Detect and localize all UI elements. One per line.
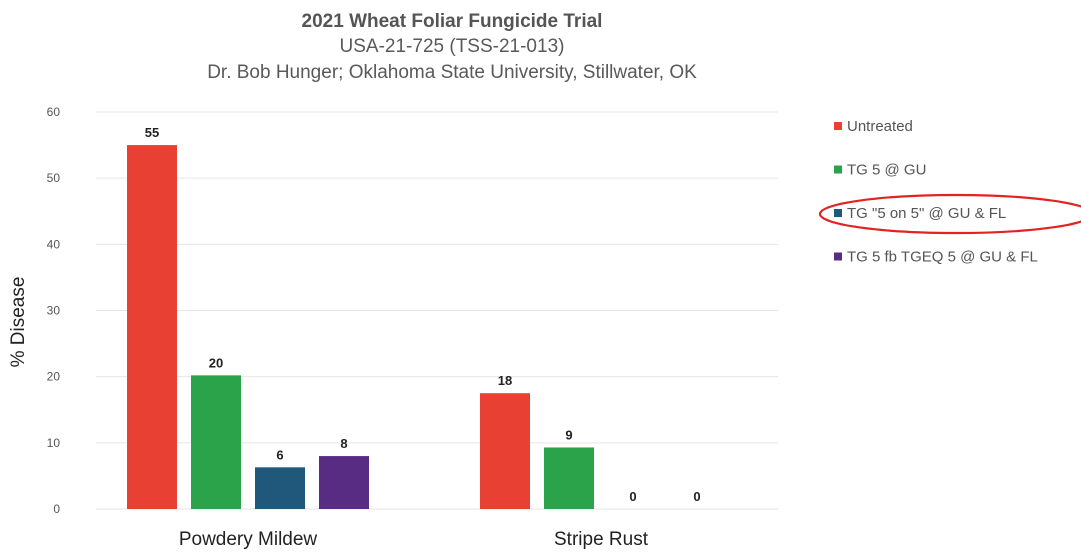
data-label: 6	[276, 447, 283, 462]
y-axis-label: % Disease	[8, 277, 29, 368]
data-label: 20	[209, 355, 223, 370]
chart-subtitle-line-1: USA-21-725 (TSS-21-013)	[340, 36, 565, 57]
y-tick-label: 10	[47, 436, 61, 450]
y-axis-ticks: 0 10 20 30 40 50 60	[47, 105, 61, 516]
data-label: 9	[565, 427, 572, 442]
legend-entry: Untreated	[847, 118, 913, 135]
bar	[127, 145, 177, 510]
legend: Untreated TG 5 @ GU TG "5 on 5" @ GU & FL T…	[818, 118, 1081, 266]
bar	[480, 393, 530, 509]
category-label: Powdery Mildew	[179, 529, 318, 550]
data-label: 8	[340, 436, 347, 451]
data-label: 55	[145, 125, 159, 140]
legend-entry: TG 5 @ GU	[847, 162, 926, 179]
bars	[127, 145, 594, 510]
y-tick-label: 60	[47, 105, 61, 119]
legend-entry: TG 5 fb TGEQ 5 @ GU & FL	[847, 249, 1038, 266]
data-labels: 55 20 6 8 18 9 0 0	[145, 125, 701, 504]
bar	[191, 375, 241, 509]
data-label: 18	[498, 373, 512, 388]
legend-entry: TG "5 on 5" @ GU & FL	[847, 205, 1006, 222]
chart-subtitle-line-2: Dr. Bob Hunger; Oklahoma State Universit…	[207, 62, 697, 83]
y-tick-label: 40	[47, 237, 61, 251]
legend-swatch	[834, 209, 842, 217]
y-tick-label: 0	[53, 502, 60, 516]
category-label: Stripe Rust	[554, 529, 649, 550]
bar	[255, 467, 305, 509]
bar	[544, 447, 594, 509]
data-label: 0	[693, 489, 700, 504]
chart-title: 2021 Wheat Foliar Fungicide Trial	[302, 11, 603, 32]
y-tick-label: 50	[47, 171, 61, 185]
y-tick-label: 20	[47, 370, 61, 384]
category-labels: Powdery Mildew Stripe Rust	[179, 529, 649, 550]
bar	[319, 456, 369, 509]
legend-swatch	[834, 252, 842, 261]
legend-swatch	[834, 122, 842, 130]
highlight-ellipse	[818, 193, 1081, 235]
y-tick-label: 30	[47, 304, 61, 318]
legend-swatch	[834, 165, 842, 174]
data-label: 0	[629, 489, 636, 504]
